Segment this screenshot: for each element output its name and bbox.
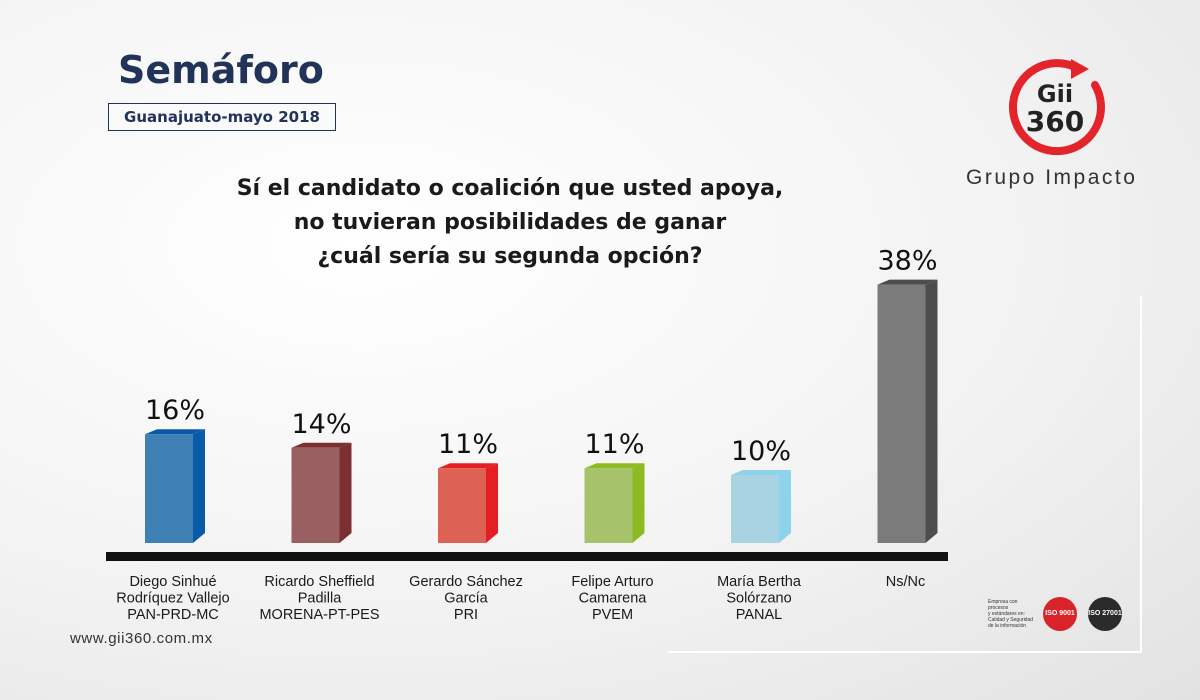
category-label-0-1: Rodríquez Vallejo: [116, 591, 229, 607]
category-label-2-1: García: [444, 591, 488, 607]
category-label-3-0: Felipe Arturo: [571, 574, 653, 590]
category-label-3-1: Camarena: [579, 591, 648, 607]
bar-side-2: [486, 463, 498, 543]
bar-3: [584, 468, 633, 543]
frame-line-bottom: [668, 651, 1142, 653]
iso-caption: Empresa con procesos y estándares en: Ca…: [988, 599, 1034, 629]
bar-side-3: [632, 463, 645, 543]
gii360-logo: Gii 360: [1008, 59, 1105, 156]
value-label-1: 14%: [291, 409, 351, 440]
logo-ring: [1008, 59, 1105, 156]
question-line-2: no tuvieran posibilidades de ganar: [293, 210, 727, 235]
bar-top-5: [877, 279, 938, 285]
iso-certifications: Empresa con procesos y estándares en: Ca…: [988, 597, 1128, 633]
bar-2: [438, 468, 486, 543]
iso-9001-badge: ISO 9001: [1043, 597, 1077, 631]
frame-line-right: [1140, 296, 1142, 652]
value-label-5: 38%: [877, 246, 937, 277]
bar-top-3: [584, 463, 645, 469]
category-label-0-0: Diego Sinhué: [129, 574, 216, 590]
bar-side-4: [779, 470, 791, 543]
question-line-1: Sí el candidato o coalición que usted ap…: [236, 176, 784, 201]
category-label-0-2: PAN-PRD-MC: [127, 607, 219, 623]
bar-1: [291, 447, 340, 543]
question-line-3: ¿cuál sería su segunda opción?: [317, 244, 703, 269]
category-label-2-2: PRI: [454, 607, 478, 623]
logo-text-360: 360: [1026, 105, 1084, 138]
logo-arrow-icon: [1071, 59, 1089, 79]
bar-top-1: [291, 442, 352, 448]
website-url: www.gii360.com.mx: [70, 630, 213, 647]
category-label-5-0: Ns/Nc: [886, 574, 925, 590]
bar-top-4: [731, 470, 791, 475]
bar-side-0: [193, 429, 205, 543]
bar-4: [731, 475, 779, 543]
bar-side-5: [925, 279, 938, 543]
bar-top-2: [438, 463, 498, 469]
category-label-4-1: Solórzano: [726, 591, 791, 607]
bar-top-0: [145, 429, 205, 435]
category-label-3-2: PVEM: [592, 607, 633, 623]
brand-name: Grupo Impacto: [966, 166, 1138, 189]
category-label-1-1: Padilla: [298, 591, 342, 607]
category-label-1-0: Ricardo Sheffield: [264, 574, 374, 590]
value-label-2: 11%: [438, 429, 498, 460]
bar-side-1: [339, 442, 352, 543]
category-label-1-2: MORENA-PT-PES: [259, 607, 379, 623]
category-label-4-0: María Bertha: [717, 574, 802, 590]
chart-baseline: [106, 552, 948, 561]
page-title: Semáforo: [118, 48, 324, 92]
category-label-2-0: Gerardo Sánchez: [409, 574, 523, 590]
bar-5: [877, 284, 926, 543]
value-label-0: 16%: [145, 395, 205, 426]
bar-0: [145, 434, 193, 543]
survey-question: Sí el candidato o coalición que usted ap…: [230, 172, 790, 274]
subtitle-badge: Guanajuato-mayo 2018: [108, 103, 336, 131]
logo-text-gii: Gii: [1037, 80, 1073, 108]
value-label-3: 11%: [584, 429, 644, 460]
category-label-4-2: PANAL: [736, 607, 782, 623]
value-label-4: 10%: [731, 436, 791, 467]
iso-27001-badge: ISO 27001: [1088, 597, 1122, 631]
